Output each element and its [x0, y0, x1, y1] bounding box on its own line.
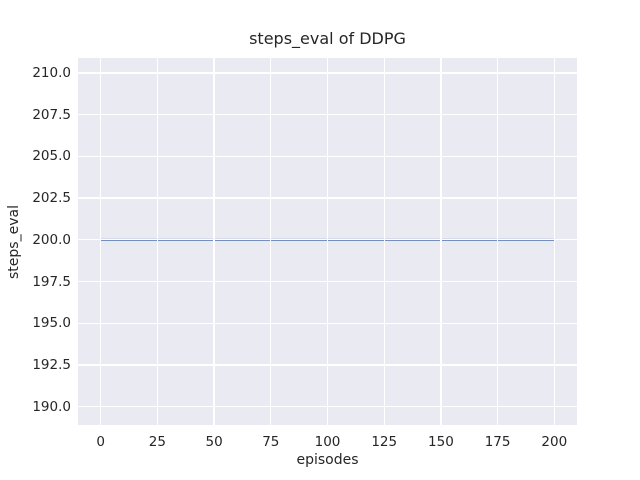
x-axis-label: episodes — [296, 452, 359, 468]
y-gridline — [78, 239, 577, 241]
y-gridline — [78, 280, 577, 283]
y-tick-label: 192.5 — [32, 356, 71, 373]
y-tick-label: 202.5 — [32, 190, 71, 207]
x-gridline — [100, 58, 102, 425]
y-tick-label: 210.0 — [32, 65, 71, 81]
y-gridline — [78, 406, 577, 408]
y-tick-label: 205.0 — [32, 148, 71, 165]
plot-area — [78, 58, 577, 425]
y-tick-label: 190.0 — [32, 398, 71, 415]
x-tick-label: 125 — [371, 434, 398, 450]
x-gridline — [440, 58, 442, 425]
x-tick-label: 200 — [541, 434, 568, 450]
y-tick-label: 200.0 — [32, 231, 71, 248]
x-gridline — [326, 58, 329, 425]
x-gridline — [156, 58, 159, 425]
x-gridline — [213, 58, 215, 425]
x-tick-label: 100 — [314, 434, 341, 450]
x-tick-label: 0 — [96, 434, 105, 450]
x-gridline — [496, 58, 499, 425]
x-gridline — [270, 58, 272, 425]
y-gridline — [78, 197, 577, 199]
y-gridline — [78, 114, 577, 116]
x-tick-label: 150 — [428, 434, 454, 450]
y-tick-label: 195.0 — [32, 315, 71, 332]
y-gridline — [78, 364, 577, 366]
y-tick-label: 197.5 — [32, 273, 71, 290]
x-tick-label: 175 — [484, 434, 511, 450]
x-tick-label: 25 — [148, 434, 166, 450]
x-tick-label: 50 — [205, 434, 223, 450]
y-gridline — [78, 155, 577, 158]
chart-title: steps_eval of DDPG — [249, 29, 406, 48]
y-tick-label: 207.5 — [32, 106, 71, 123]
y-gridline — [78, 72, 577, 74]
y-gridline — [78, 322, 577, 324]
x-gridline — [553, 58, 555, 425]
x-gridline — [383, 58, 385, 425]
x-tick-label: 75 — [262, 434, 280, 450]
